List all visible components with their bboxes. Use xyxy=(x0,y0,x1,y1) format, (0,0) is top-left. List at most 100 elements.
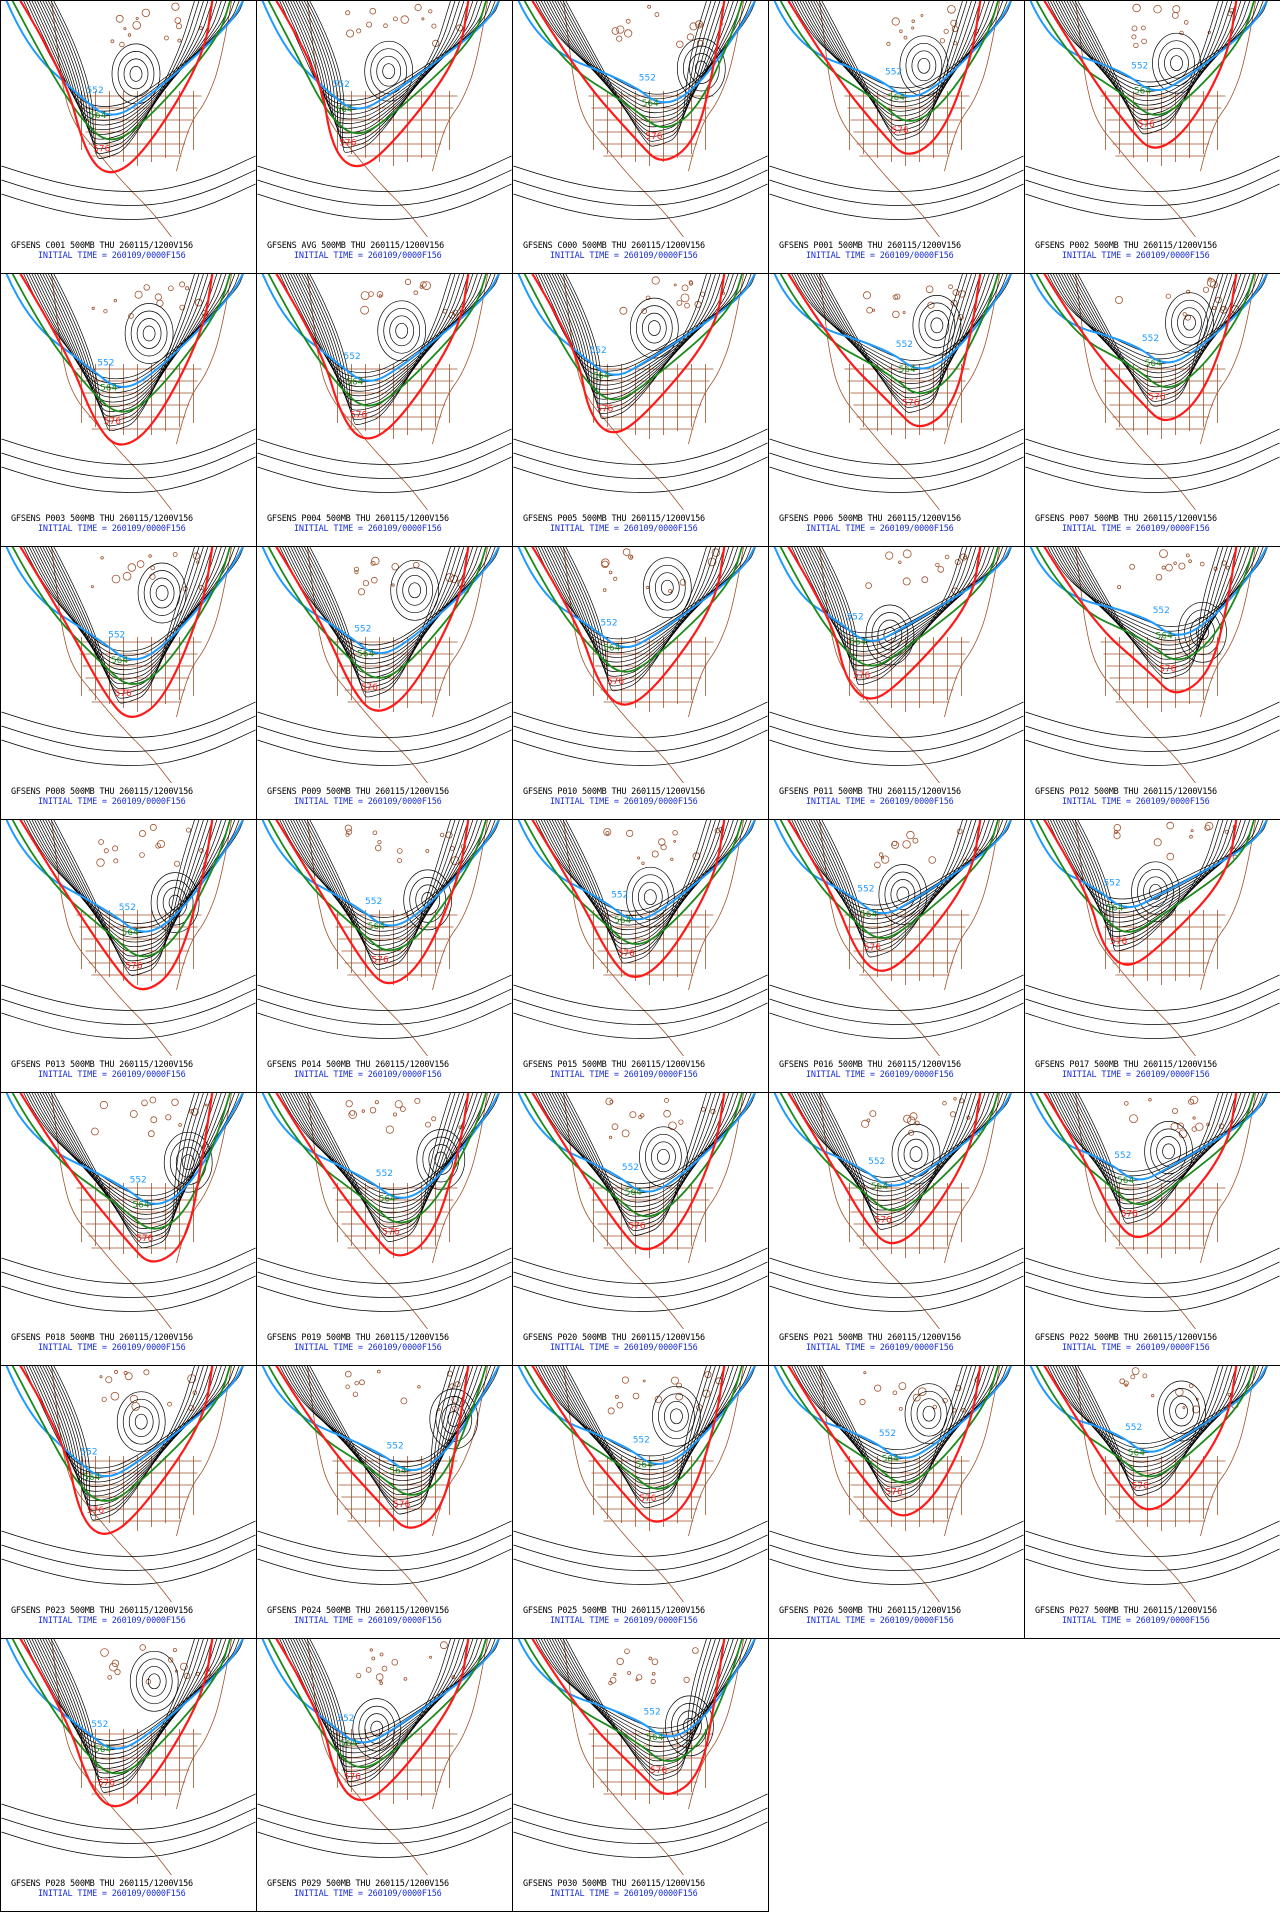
ensemble-member-panel: 552 564 576 GFSENS P003 500MB THU 260115/12… xyxy=(0,273,257,547)
contour-label: 552 xyxy=(590,346,607,356)
contour-label: 552 xyxy=(387,1442,404,1452)
height-contour-map: 552 564 576 xyxy=(769,1366,1024,1602)
contour-576: 576 xyxy=(531,1093,726,1251)
height-contour-map: 552 564 576 xyxy=(1025,547,1280,783)
panel-title: GFSENS P026 500MB THU 260115/1200V156 xyxy=(779,1606,961,1616)
contour-576: 576 xyxy=(1043,820,1238,966)
ensemble-member-panel: 552 564 576 GFSENS P029 500MB THU 260115/12… xyxy=(256,1638,513,1912)
panel-initial-time: INITIAL TIME = 260109/0000F156 xyxy=(38,1070,186,1080)
contour-label: 576 xyxy=(1121,1209,1138,1219)
ensemble-member-panel: 552 564 576 GFSENS P014 500MB THU 260115/12… xyxy=(256,819,513,1093)
ensemble-member-panel: 552 564 576 GFSENS P020 500MB THU 260115/12… xyxy=(512,1092,769,1366)
contour-576: 576 xyxy=(787,1,982,155)
contour-label: 576 xyxy=(864,943,881,953)
contour-label: 564 xyxy=(1128,1448,1145,1458)
height-contour-map: 552 564 576 xyxy=(1025,820,1280,1056)
contour-564: 564 xyxy=(779,547,999,667)
contour-label: 552 xyxy=(879,1429,896,1439)
panel-initial-time: INITIAL TIME = 260109/0000F156 xyxy=(550,1889,698,1899)
contour-label: 564 xyxy=(346,377,363,387)
contour-label: 564 xyxy=(1156,631,1173,641)
contour-label: 552 xyxy=(639,74,656,84)
contour-576: 576 xyxy=(1043,1366,1238,1511)
contour-564: 564 xyxy=(267,274,487,407)
contour-label: 576 xyxy=(892,126,909,136)
contour-label: 564 xyxy=(646,1733,663,1743)
contour-label: 576 xyxy=(87,1506,104,1516)
contour-label: 564 xyxy=(860,910,877,920)
panel-initial-time: INITIAL TIME = 260109/0000F156 xyxy=(550,251,698,261)
contour-label: 576 xyxy=(382,1228,399,1238)
panel-initial-time: INITIAL TIME = 260109/0000F156 xyxy=(38,797,186,807)
contour-label: 552 xyxy=(365,897,382,907)
contour-label: 576 xyxy=(372,955,389,965)
contour-label: 552 xyxy=(1125,1423,1142,1433)
ensemble-member-panel: 552 564 576 GFSENS P024 500MB THU 260115/12… xyxy=(256,1365,513,1639)
contour-576: 576 xyxy=(19,274,214,446)
ensemble-member-panel: 552 564 576 GFSENS P009 500MB THU 260115/12… xyxy=(256,546,513,820)
contour-576: 576 xyxy=(275,274,470,440)
contour-label: 552 xyxy=(354,625,371,635)
contour-label: 576 xyxy=(1138,120,1155,130)
contour-576: 576 xyxy=(19,1093,214,1263)
height-contour-map: 552 564 576 xyxy=(1025,1,1280,237)
panel-title: GFSENS P027 500MB THU 260115/1200V156 xyxy=(1035,1606,1217,1616)
height-contours xyxy=(1025,1366,1280,1585)
contour-label: 552 xyxy=(337,1714,354,1724)
ensemble-member-panel: 552 564 576 GFSENS P011 500MB THU 260115/12… xyxy=(768,546,1025,820)
contour-552: 552 xyxy=(1029,274,1268,364)
contour-552: 552 xyxy=(773,1,1012,98)
panel-title: GFSENS P002 500MB THU 260115/1200V156 xyxy=(1035,241,1217,251)
contour-label: 564 xyxy=(871,1182,888,1192)
contour-label: 564 xyxy=(603,644,620,654)
ensemble-member-panel: 552 564 576 GFSENS P030 500MB THU 260115/12… xyxy=(512,1638,769,1912)
height-contour-map: 552 564 576 xyxy=(1,1366,256,1602)
ensemble-member-panel: 552 564 576 GFSENS P022 500MB THU 260115/12… xyxy=(1024,1092,1280,1366)
contour-576: 576 xyxy=(19,1366,214,1535)
contour-576: 576 xyxy=(1043,1093,1238,1239)
contour-label: 552 xyxy=(80,1448,97,1458)
contour-564: 564 xyxy=(267,1366,487,1496)
height-contours xyxy=(1,1093,256,1312)
contour-label: 576 xyxy=(350,411,367,421)
contour-label: 576 xyxy=(98,1779,115,1789)
panel-title: GFSENS P014 500MB THU 260115/1200V156 xyxy=(267,1060,449,1070)
contour-label: 552 xyxy=(1131,62,1148,72)
north-america-outline xyxy=(1075,274,1256,510)
contour-label: 552 xyxy=(97,358,114,368)
panel-title: GFSENS P025 500MB THU 260115/1200V156 xyxy=(523,1606,705,1616)
north-america-outline xyxy=(819,1093,1000,1329)
contour-label: 564 xyxy=(379,1194,396,1204)
panel-initial-time: INITIAL TIME = 260109/0000F156 xyxy=(294,797,442,807)
height-contours xyxy=(769,1,1024,220)
height-contours xyxy=(513,1639,768,1858)
height-contour-map: 552 564 576 xyxy=(1,547,256,783)
panel-initial-time: INITIAL TIME = 260109/0000F156 xyxy=(550,1616,698,1626)
contour-label: 564 xyxy=(336,105,353,115)
contour-564: 564 xyxy=(1035,1093,1255,1206)
contour-label: 564 xyxy=(340,1739,357,1749)
contour-564: 564 xyxy=(11,820,231,958)
contour-576: 576 xyxy=(19,1639,214,1808)
height-contour-map: 552 564 576 xyxy=(1025,1366,1280,1602)
ensemble-member-panel: 552 564 576 GFSENS P027 500MB THU 260115/12… xyxy=(1024,1365,1280,1639)
contour-564: 564 xyxy=(267,1,487,135)
contour-label: 576 xyxy=(902,398,919,408)
contour-label: 576 xyxy=(104,417,121,427)
contour-label: 564 xyxy=(83,1473,100,1483)
panel-title: GFSENS P011 500MB THU 260115/1200V156 xyxy=(779,787,961,797)
contour-label: 552 xyxy=(847,612,864,622)
contour-552: 552 xyxy=(1029,1,1268,92)
contour-label: 564 xyxy=(368,922,385,932)
height-contours xyxy=(1025,547,1280,766)
contour-label: 576 xyxy=(393,1500,410,1510)
ensemble-member-panel: 552 564 576 GFSENS P008 500MB THU 260115/12… xyxy=(0,546,257,820)
contour-564: 564 xyxy=(523,1366,743,1490)
contour-label: 576 xyxy=(596,405,613,415)
panel-title: GFSENS P029 500MB THU 260115/1200V156 xyxy=(267,1879,449,1889)
contour-564: 564 xyxy=(779,1366,999,1484)
contour-label: 564 xyxy=(899,365,916,375)
panel-initial-time: INITIAL TIME = 260109/0000F156 xyxy=(550,1343,698,1353)
contour-576: 576 xyxy=(787,547,982,700)
contour-564: 564 xyxy=(11,1093,231,1230)
